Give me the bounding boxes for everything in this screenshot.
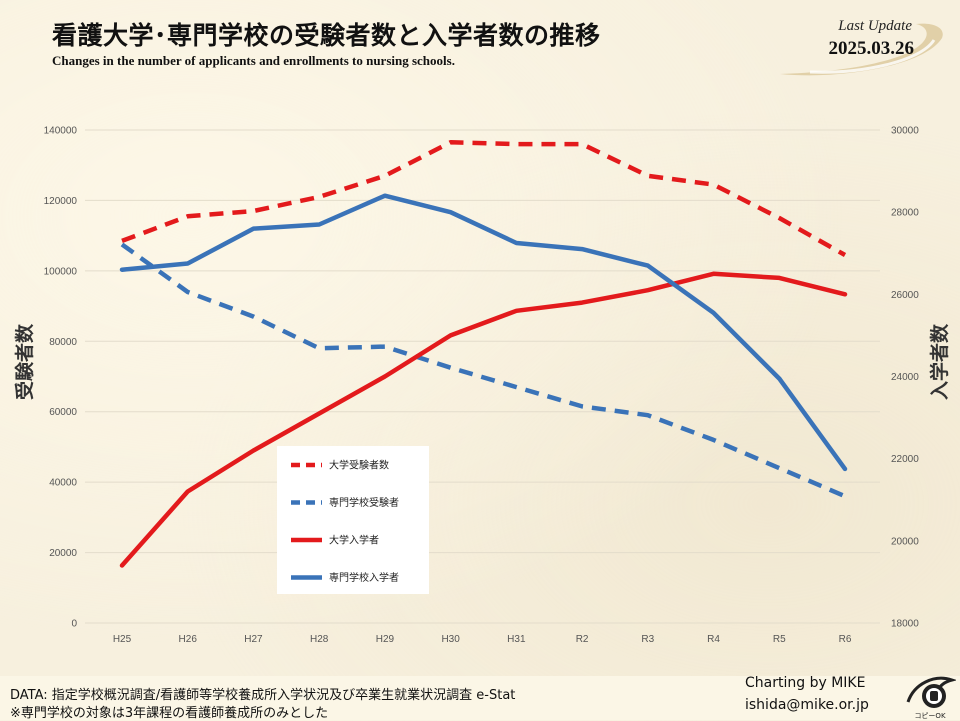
header-swoosh-decoration (780, 23, 943, 76)
data-source-note: DATA: 指定学校概況調査/看護師等学校養成所入学状況及び卒業生就業状況調査 … (10, 688, 516, 703)
right-tick-label: 30000 (891, 126, 919, 137)
left-axis-ticks: 0 20000 40000 60000 80000 100000 120000 140000 (44, 126, 78, 630)
right-axis-title: 入学者数 (928, 323, 951, 400)
credit-text: Charting by MIKE (745, 675, 866, 691)
series-line-4 (119, 193, 848, 472)
x-axis-ticks: H25 H26 H27 H28 H29 H30 H31 R2 R3 R4 R5 R6 (113, 634, 852, 645)
grid-lines (85, 129, 880, 624)
left-tick-label: 120000 (44, 196, 78, 207)
right-tick-label: 18000 (891, 619, 919, 630)
chart-title: 看護大学･専門学校の受験者数と入学者数の推移 (52, 21, 601, 50)
x-tick-label: R4 (707, 634, 720, 645)
last-update-date: 2025.03.26 (828, 38, 915, 59)
series-line-3 (119, 271, 848, 568)
x-tick-label: H25 (113, 634, 132, 645)
contact-email[interactable]: ishida@mike.or.jp (745, 697, 869, 713)
left-tick-label: 60000 (49, 407, 77, 418)
x-tick-label: R2 (576, 634, 589, 645)
legend-label: 専門学校受験者 (329, 496, 399, 509)
copy-ok-logo-icon: コピーOK (906, 676, 956, 720)
logo-caption: コピーOK (914, 712, 946, 720)
legend-label: 専門学校入学者 (329, 571, 399, 584)
x-tick-label: H28 (310, 634, 329, 645)
legend-label: 大学受験者数 (329, 459, 389, 472)
x-tick-label: R3 (641, 634, 654, 645)
right-tick-label: 22000 (891, 454, 919, 465)
x-tick-label: H31 (507, 634, 526, 645)
x-tick-label: H27 (244, 634, 263, 645)
legend-box (277, 446, 429, 594)
left-axis-title: 受験者数 (13, 323, 36, 400)
x-tick-label: H29 (376, 634, 395, 645)
left-tick-label: 40000 (49, 478, 77, 489)
series-line-2 (120, 242, 846, 499)
right-tick-label: 26000 (891, 290, 919, 301)
left-tick-label: 80000 (49, 337, 77, 348)
chart-subtitle: Changes in the number of applicants and … (52, 53, 455, 68)
right-axis-ticks: 18000 20000 22000 24000 26000 28000 30000 (891, 126, 919, 630)
x-tick-label: H30 (441, 634, 460, 645)
scope-note: ※専門学校の対象は3年課程の看護師養成所のみとした (10, 706, 329, 721)
line-chart: 020000400006000080000100000120000140000 … (13, 126, 951, 646)
legend-label: 大学入学者 (329, 534, 379, 547)
x-tick-label: R6 (839, 634, 852, 645)
last-update-label: Last Update (838, 18, 912, 34)
left-tick-label: 0 (71, 619, 77, 630)
right-tick-label: 20000 (891, 536, 919, 547)
series-lines (119, 140, 848, 568)
footer-band (0, 676, 960, 720)
left-tick-label: 140000 (44, 126, 78, 137)
left-tick-label: 100000 (44, 266, 78, 277)
right-tick-label: 24000 (891, 372, 919, 383)
x-tick-label: R5 (773, 634, 786, 645)
right-tick-label: 28000 (891, 208, 919, 219)
series-line-1 (121, 140, 847, 257)
x-tick-label: H26 (179, 634, 198, 645)
left-tick-label: 20000 (49, 548, 77, 559)
